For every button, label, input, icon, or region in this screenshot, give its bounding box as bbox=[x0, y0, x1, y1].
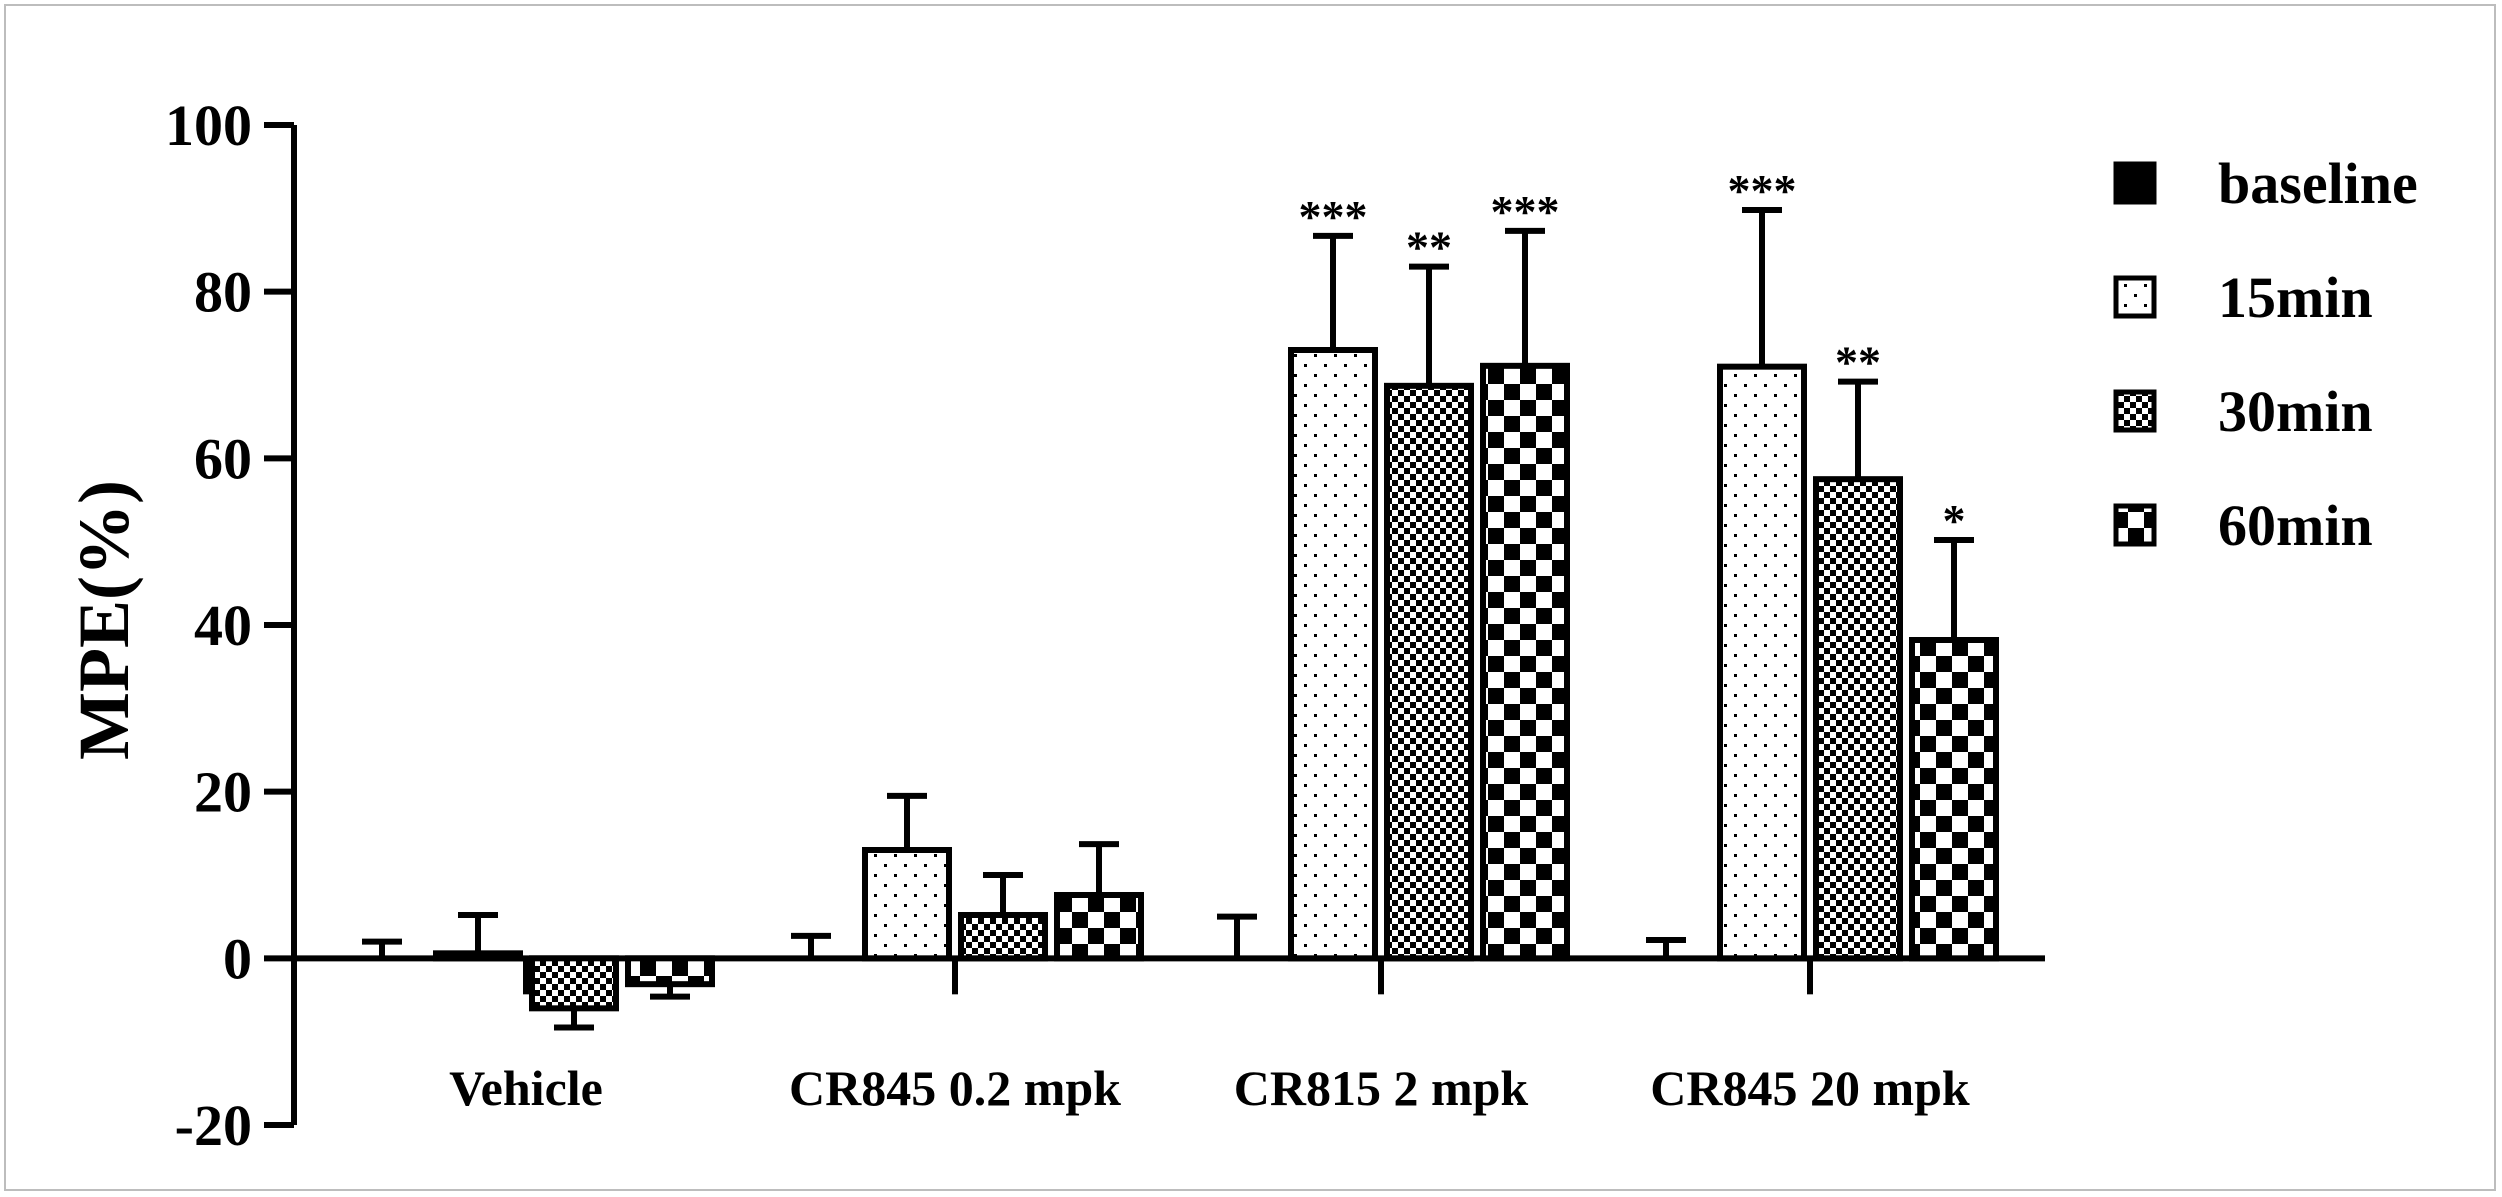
category-label: Vehicle bbox=[449, 1060, 603, 1116]
y-tick-label: 40 bbox=[194, 593, 252, 658]
bar bbox=[625, 955, 715, 988]
bar bbox=[529, 955, 619, 1012]
legend-label: baseline bbox=[2218, 151, 2418, 216]
legend-swatch bbox=[2113, 503, 2157, 547]
legend-swatch bbox=[2113, 275, 2157, 319]
y-tick-label: 100 bbox=[165, 93, 252, 158]
chart-frame bbox=[4, 4, 2496, 1191]
significance-label: ** bbox=[1406, 222, 1452, 273]
significance-label: ** bbox=[1835, 337, 1881, 388]
bar bbox=[1054, 892, 1144, 962]
bar bbox=[1813, 476, 1903, 962]
bars-group: ******** ****** bbox=[362, 165, 1999, 1031]
significance-label: *** bbox=[1491, 186, 1560, 237]
category-label: CR845 20 mpk bbox=[1650, 1060, 1970, 1116]
bar bbox=[958, 912, 1048, 962]
bar bbox=[862, 847, 952, 962]
bar bbox=[1288, 347, 1378, 962]
y-axis-title: MPE(%) bbox=[64, 480, 144, 760]
bar bbox=[433, 950, 523, 962]
legend-swatch bbox=[2113, 161, 2157, 205]
legend-swatch bbox=[2113, 389, 2157, 433]
y-tick-label: 20 bbox=[194, 760, 252, 825]
y-axis: 100 80 60 40 20 0 -20 bbox=[165, 93, 297, 1158]
legend-label: 15min bbox=[2218, 265, 2373, 330]
legend-label: 60min bbox=[2218, 493, 2373, 558]
significance-label: *** bbox=[1299, 191, 1368, 242]
y-tick-label: 0 bbox=[223, 926, 252, 991]
bar bbox=[1909, 637, 1999, 962]
significance-label: * bbox=[1943, 495, 1966, 546]
y-tick-label: 60 bbox=[194, 426, 252, 491]
bar bbox=[1480, 362, 1570, 962]
category-label: CR815 2 mpk bbox=[1234, 1060, 1529, 1116]
bar bbox=[1384, 382, 1474, 962]
legend: baseline 15min 30min 60min bbox=[2113, 151, 2418, 558]
bar bbox=[1717, 363, 1807, 962]
category-label: CR845 0.2 mpk bbox=[789, 1060, 1121, 1116]
y-tick-label: 80 bbox=[194, 260, 252, 325]
y-tick-label: -20 bbox=[175, 1093, 252, 1158]
legend-label: 30min bbox=[2218, 379, 2373, 444]
significance-label: *** bbox=[1728, 165, 1797, 216]
